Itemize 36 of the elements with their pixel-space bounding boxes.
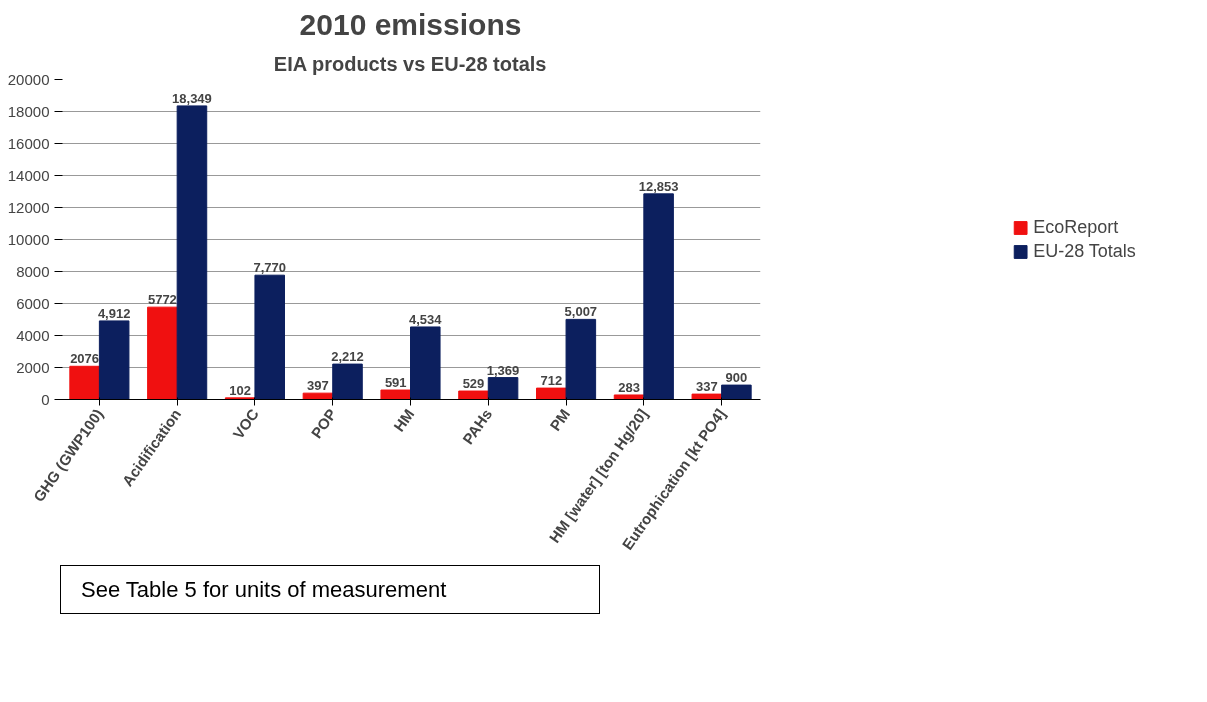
legend-label: EU-28 Totals: [1033, 240, 1136, 262]
data-label: 591: [384, 375, 407, 391]
chart-subtitle: EIA products vs EU-28 totals: [273, 52, 547, 75]
y-tick-label: 20000: [7, 70, 50, 88]
text: See Table 5 for units of measurement: [81, 576, 447, 604]
y-tick-label: 10000: [7, 230, 50, 248]
x-tick-label: PM: [546, 405, 574, 434]
y-tick-label: 14000: [7, 166, 50, 184]
data-label: 18,349: [172, 90, 212, 106]
data-label: 2,212: [331, 349, 364, 365]
y-tick-label: 4000: [16, 326, 50, 344]
data-label: 7,770: [253, 260, 286, 276]
data-label: 5,007: [564, 304, 598, 320]
y-tick-label: 6000: [16, 294, 50, 312]
data-label: 529: [462, 376, 485, 392]
legend-label: EcoReport: [1033, 216, 1119, 238]
y-tick-label: 18000: [7, 102, 50, 120]
data-label: 12,853: [638, 178, 679, 194]
chart-title: 2010 emissions: [299, 7, 522, 41]
data-label: 2076: [70, 351, 100, 367]
data-label: 397: [307, 378, 329, 394]
y-tick-label: 16000: [7, 134, 50, 152]
data-label: 4,912: [97, 305, 131, 321]
data-label: 102: [229, 382, 252, 398]
x-tick-label: HM: [390, 405, 418, 435]
y-tick-label: 2000: [16, 358, 50, 376]
data-label: 1,369: [486, 362, 520, 378]
data-label: 283: [618, 379, 640, 395]
data-label: 4,534: [409, 311, 443, 327]
data-label: 337: [695, 379, 718, 395]
y-tick-label: 12000: [7, 198, 50, 216]
data-label: 5772: [147, 292, 177, 308]
y-tick-label: 8000: [16, 262, 50, 280]
data-label: 900: [725, 370, 748, 386]
data-label: 712: [540, 373, 563, 389]
y-tick-label: 0: [41, 390, 50, 408]
